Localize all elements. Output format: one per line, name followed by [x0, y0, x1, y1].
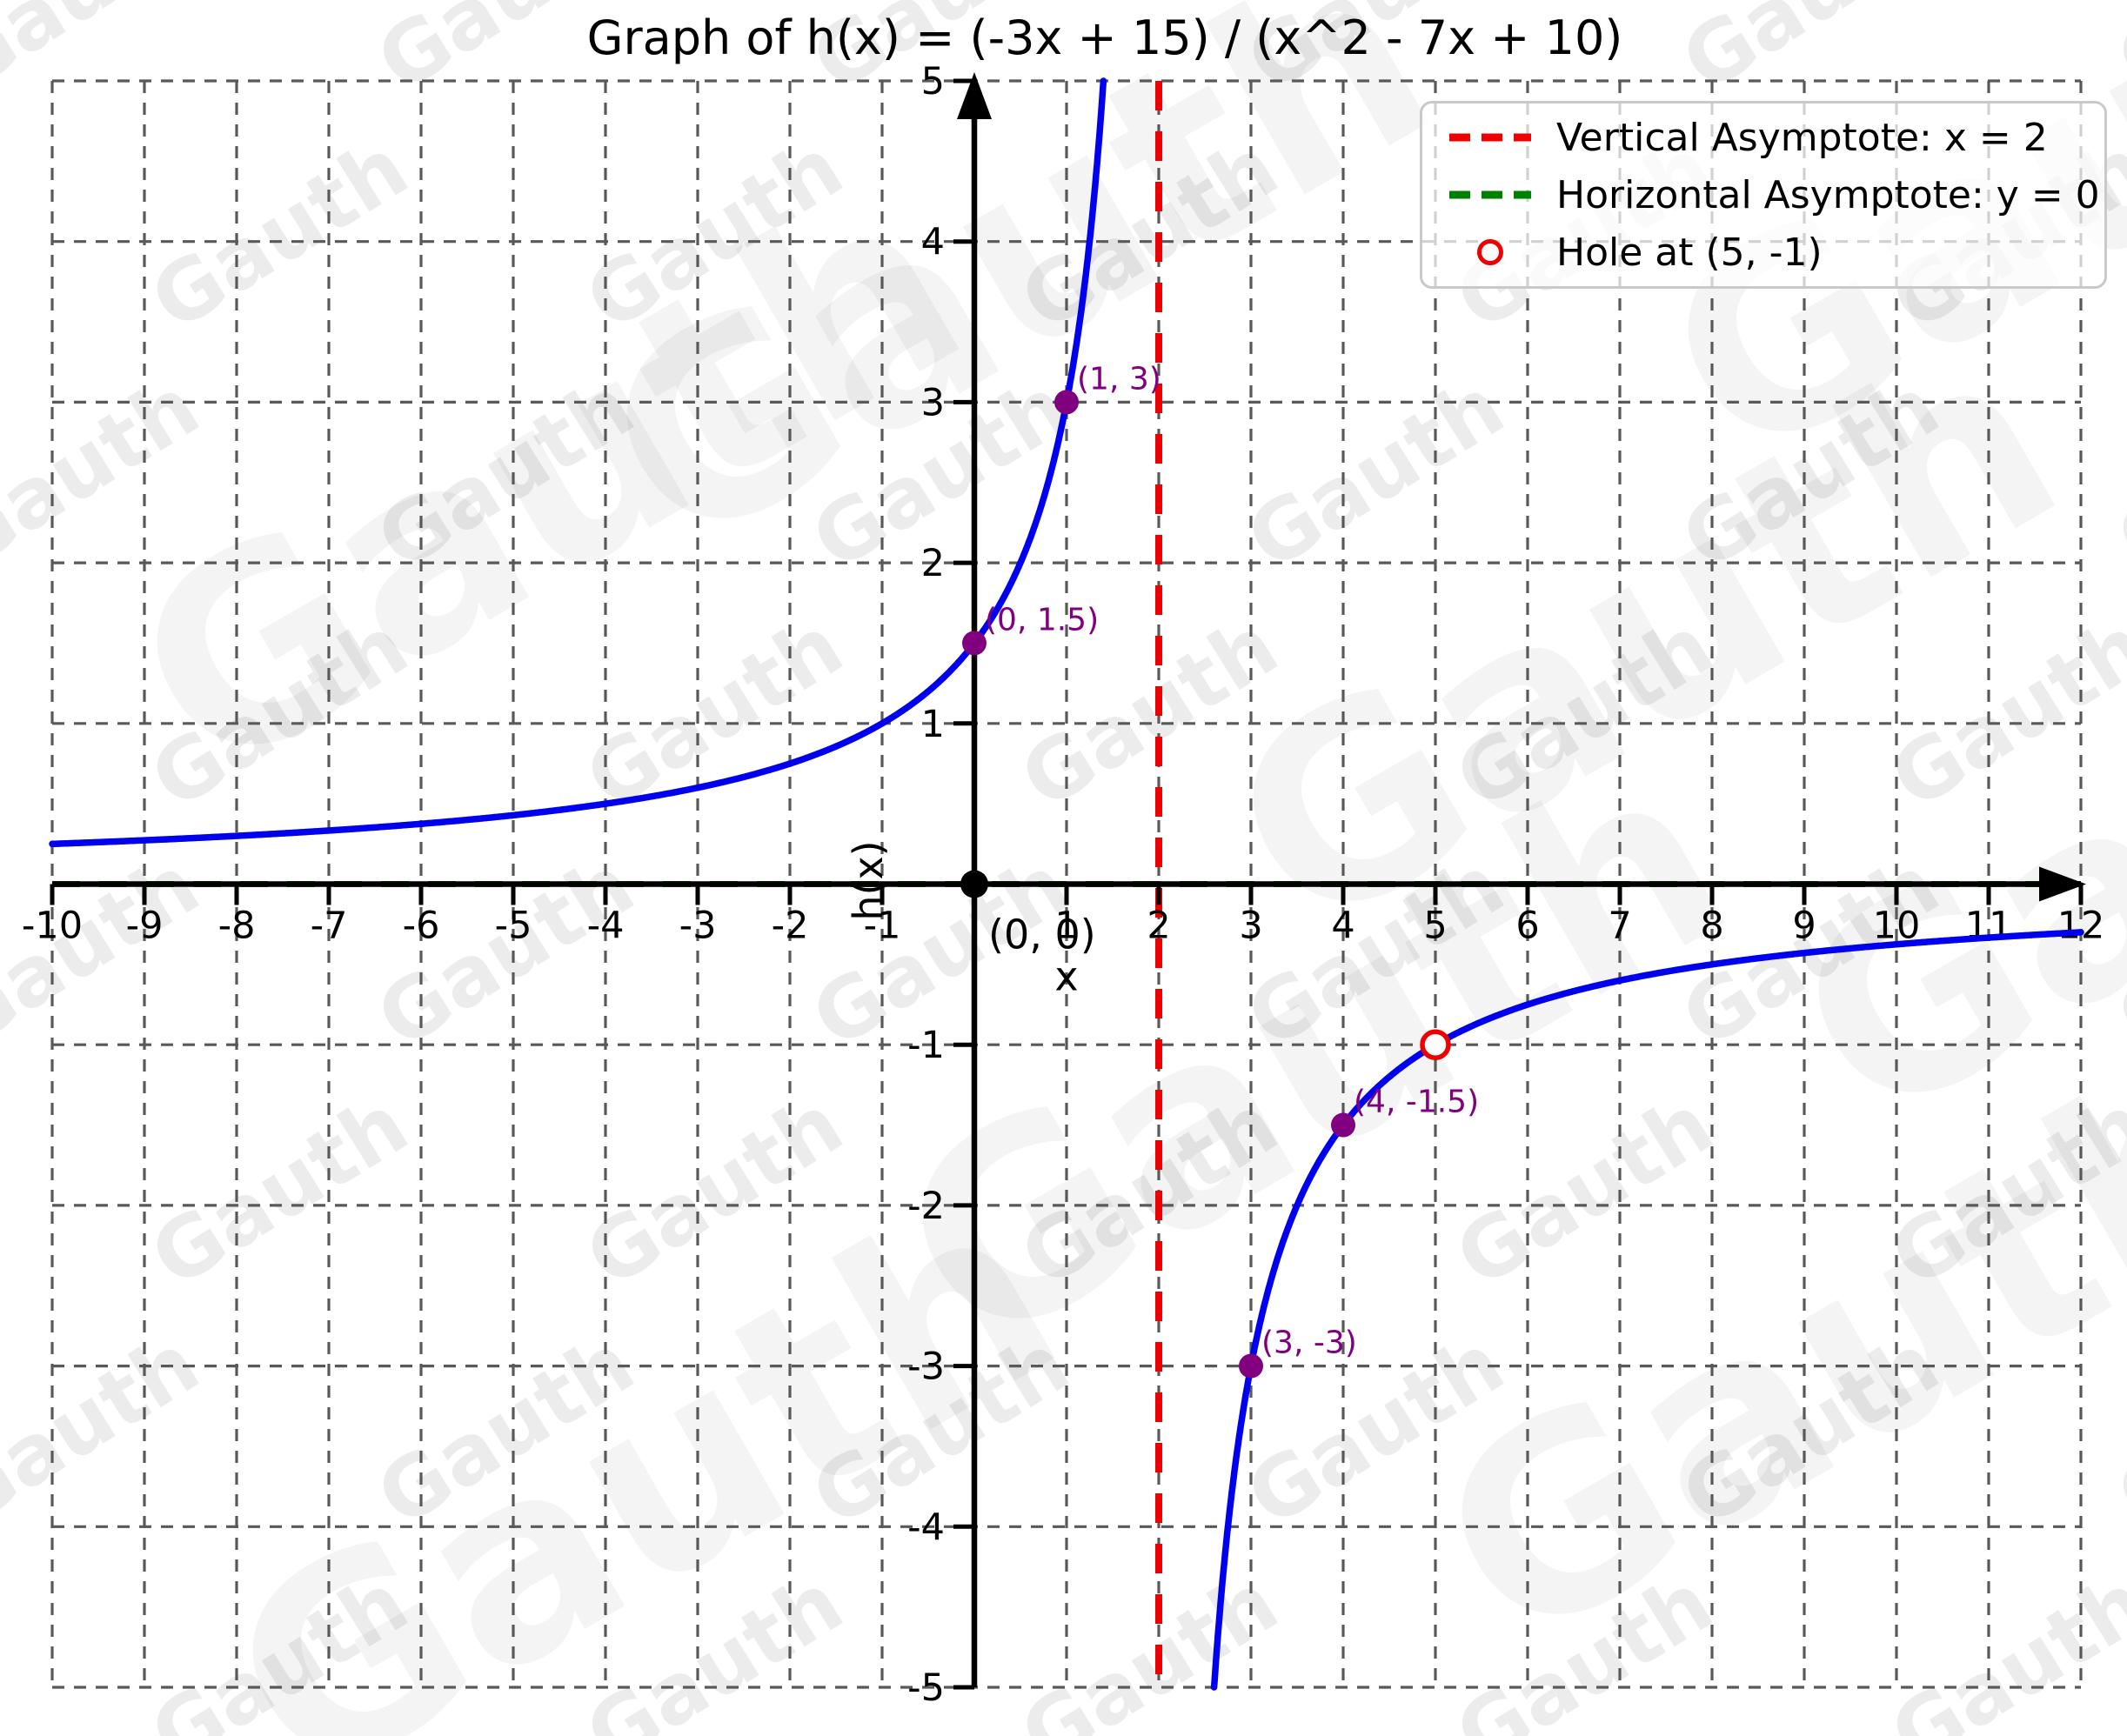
x-tick-label: -4 [587, 905, 625, 948]
x-tick-label: -5 [495, 905, 532, 948]
legend-entry-vertical-asymptote: Vertical Asymptote: x = 2 [1447, 109, 2104, 166]
red-dashed-line-icon [1447, 132, 1534, 143]
x-tick-label: -6 [403, 905, 440, 948]
x-tick-label: 1 [1054, 905, 1078, 948]
green-dashed-line-icon [1447, 190, 1534, 200]
x-tick-label: -2 [772, 905, 809, 948]
function-curve [49, 77, 2084, 1691]
x-axis-arrow [2039, 866, 2086, 902]
x-tick-label: 2 [1147, 905, 1170, 948]
y-tick-label: -4 [907, 1506, 945, 1549]
y-axis-label: h(x) [845, 840, 892, 920]
y-tick-label: 3 [921, 381, 945, 424]
x-tick-label: 7 [1608, 905, 1631, 948]
y-tick-label: -3 [907, 1345, 945, 1389]
y-tick-label: 1 [921, 703, 945, 746]
data-point [1054, 390, 1079, 415]
open-circle-icon [1447, 239, 1534, 265]
x-tick-label: 12 [2057, 905, 2105, 948]
legend-label: Horizontal Asymptote: y = 0 [1556, 172, 2100, 217]
legend-label: Hole at (5, -1) [1556, 230, 1823, 275]
x-tick-label: -10 [22, 905, 83, 948]
hole-marker [1420, 1029, 1451, 1060]
data-point-label: (0, 0) [988, 911, 1096, 958]
y-tick-label: -1 [907, 1024, 945, 1067]
x-tick-label: 8 [1700, 905, 1723, 948]
y-axis-arrow [957, 72, 992, 119]
x-tick-label: 6 [1515, 905, 1539, 948]
data-point [962, 631, 987, 656]
data-point-label: (3, -3) [1261, 1325, 1357, 1361]
x-tick-label: -7 [311, 905, 348, 948]
x-tick-label: 9 [1792, 905, 1816, 948]
x-tick-label: -8 [218, 905, 256, 948]
x-tick-label: -1 [864, 905, 901, 948]
x-tick-label: 3 [1239, 905, 1262, 948]
y-tick-label: 2 [921, 542, 945, 585]
data-point [960, 870, 988, 898]
legend-entry-hole: Hole at (5, -1) [1447, 224, 2104, 281]
data-point-label: (0, 1.5) [985, 602, 1099, 638]
data-point-label: (1, 3) [1077, 361, 1161, 397]
data-point [1331, 1112, 1355, 1138]
legend-entry-horizontal-asymptote: Horizontal Asymptote: y = 0 [1447, 166, 2104, 224]
y-tick-label: -5 [907, 1666, 945, 1710]
x-tick-label: -9 [126, 905, 164, 948]
data-point [1239, 1353, 1263, 1379]
x-tick-label: -3 [679, 905, 717, 948]
x-tick-label: 5 [1423, 905, 1447, 948]
legend: Vertical Asymptote: x = 2 Horizontal Asy… [1420, 101, 2107, 289]
x-axis-label: x [1054, 953, 1078, 1000]
y-tick-label: 4 [921, 221, 945, 264]
x-tick-label: 4 [1331, 905, 1354, 948]
y-tick-label: 5 [921, 60, 945, 103]
y-tick-label: -2 [907, 1185, 945, 1228]
legend-label: Vertical Asymptote: x = 2 [1556, 115, 2048, 160]
data-point-label: (4, -1.5) [1354, 1085, 1479, 1120]
chart-title: Graph of h(x) = (-3x + 15) / (x^2 - 7x +… [586, 10, 1623, 65]
